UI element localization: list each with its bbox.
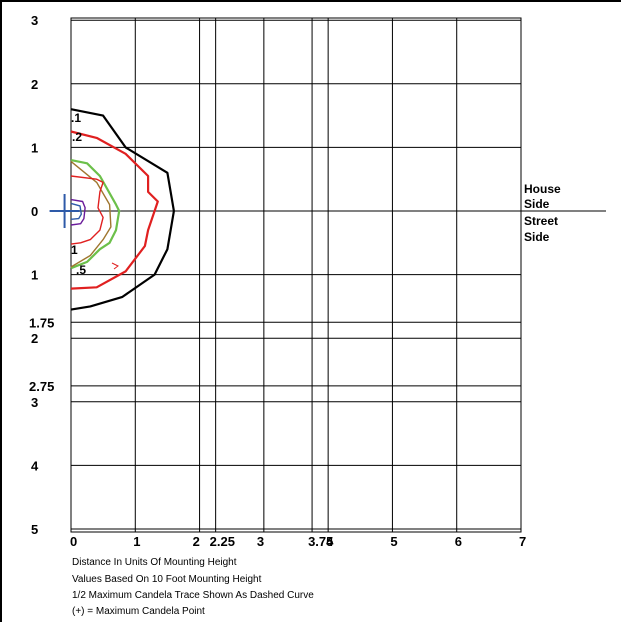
y-tick-label: 3 [31, 395, 38, 410]
y-tick-label: 0 [31, 204, 38, 219]
footnote-max-point: (+) = Maximum Candela Point [72, 606, 205, 617]
y-tick-label: 2.75 [29, 379, 54, 394]
x-tick-label: 6 [455, 534, 462, 549]
x-tick-label: 3 [257, 534, 264, 549]
x-tick-label: 4 [326, 534, 334, 549]
contour-line [70, 202, 82, 220]
x-tick-label: 3.75 [308, 534, 333, 549]
y-tick-label: 1 [31, 268, 38, 283]
grid-lines [70, 17, 606, 533]
x-tick-label: 5 [390, 534, 397, 549]
y-tick-label: 2 [31, 331, 38, 346]
house-side-label-line2: Side [524, 197, 550, 211]
x-tick-label: 1 [133, 534, 140, 549]
y-tick-label: 2 [31, 77, 38, 92]
x-tick-label: 2 [193, 534, 200, 549]
y-tick-label: 1.75 [29, 315, 54, 330]
max-candela-marker [49, 194, 80, 228]
contour-curves [70, 108, 175, 311]
contour-line [70, 130, 159, 290]
contour-line [70, 108, 175, 311]
footnote-trace: 1/2 Maximum Candela Trace Shown As Dashe… [72, 590, 314, 601]
contour-fragment [111, 262, 119, 270]
contour-line [70, 198, 86, 226]
contour-line [70, 175, 104, 245]
house-side-label-line1: House [524, 182, 561, 196]
x-tick-label: 0 [70, 534, 77, 549]
x-tick-label: 7 [519, 534, 526, 549]
y-tick-label: 5 [31, 522, 38, 537]
contour-value-label: 1 [71, 243, 78, 257]
plot-border [70, 17, 522, 533]
contour-value-label: .2 [72, 130, 82, 144]
y-tick-label: 1 [31, 140, 38, 155]
y-tick-label: 4 [31, 458, 39, 473]
street-side-label-line2: Side [524, 230, 550, 244]
contour-line [70, 159, 121, 270]
contour-value-labels: .1 .2 1 .5 [71, 111, 86, 277]
x-tick-label: 2.25 [210, 534, 235, 549]
contour-line [70, 160, 112, 268]
street-side-label-line1: Street [524, 214, 558, 228]
footnote-values: Values Based On 10 Foot Mounting Height [72, 574, 262, 585]
contour-value-label: .5 [76, 263, 86, 277]
contour-value-label: .1 [71, 111, 81, 125]
y-tick-label: 3 [31, 13, 38, 28]
footnote-distance: Distance In Units Of Mounting Height [72, 557, 237, 568]
